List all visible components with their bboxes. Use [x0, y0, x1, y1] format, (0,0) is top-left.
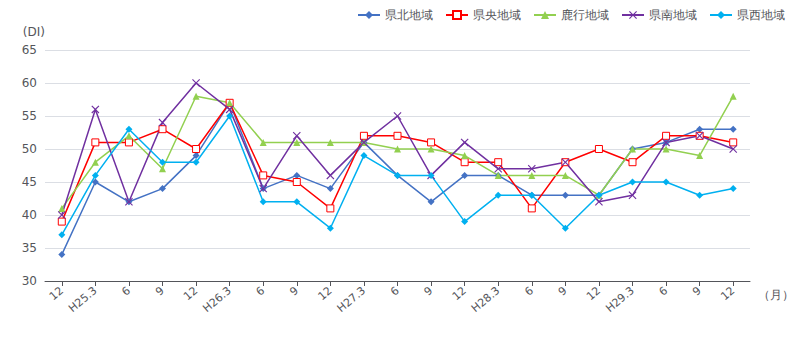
svg-text:60: 60: [22, 76, 37, 90]
svg-text:H29.3: H29.3: [603, 284, 636, 315]
svg-text:45: 45: [22, 175, 37, 189]
svg-text:（月）: （月）: [758, 288, 794, 302]
svg-text:6: 6: [522, 284, 536, 298]
svg-text:35: 35: [22, 241, 37, 255]
svg-text:H28.3: H28.3: [469, 284, 502, 315]
svg-text:県西地域: 県西地域: [737, 8, 785, 22]
svg-text:9: 9: [556, 284, 570, 298]
svg-text:9: 9: [690, 284, 704, 298]
svg-text:県央地域: 県央地域: [473, 8, 521, 22]
svg-text:9: 9: [422, 284, 436, 298]
svg-text:県北地域: 県北地域: [385, 8, 433, 22]
svg-text:30: 30: [22, 274, 37, 288]
svg-text:9: 9: [287, 284, 301, 298]
svg-text:55: 55: [22, 109, 37, 123]
svg-text:6: 6: [254, 284, 268, 298]
svg-text:6: 6: [119, 284, 133, 298]
svg-text:H26.3: H26.3: [200, 284, 233, 315]
svg-text:県南地域: 県南地域: [649, 8, 697, 22]
svg-text:12: 12: [450, 284, 469, 303]
svg-text:12: 12: [718, 284, 737, 303]
svg-text:12: 12: [315, 284, 334, 303]
svg-text:40: 40: [22, 208, 37, 222]
svg-text:鹿行地域: 鹿行地域: [561, 8, 609, 22]
svg-text:H25.3: H25.3: [66, 284, 99, 315]
svg-text:9: 9: [153, 284, 167, 298]
svg-text:50: 50: [22, 142, 37, 156]
svg-text:(DI): (DI): [23, 25, 45, 39]
svg-text:6: 6: [388, 284, 402, 298]
svg-text:12: 12: [47, 284, 66, 303]
svg-text:12: 12: [181, 284, 200, 303]
svg-text:6: 6: [657, 284, 671, 298]
svg-text:12: 12: [584, 284, 603, 303]
svg-text:H27.3: H27.3: [335, 284, 368, 315]
svg-text:65: 65: [22, 43, 37, 57]
